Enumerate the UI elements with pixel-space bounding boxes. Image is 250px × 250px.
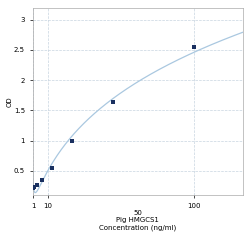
X-axis label: 50
Pig HMGCS1
Concentration (ng/ml): 50 Pig HMGCS1 Concentration (ng/ml) [99, 210, 176, 231]
Point [70, 138, 74, 142]
Point [50, 166, 54, 170]
Point [192, 45, 196, 49]
Point [40, 178, 44, 182]
Point [32, 185, 36, 189]
Point [111, 100, 115, 104]
Point [35, 183, 39, 187]
Point [31, 186, 35, 190]
Y-axis label: OD: OD [6, 96, 12, 106]
